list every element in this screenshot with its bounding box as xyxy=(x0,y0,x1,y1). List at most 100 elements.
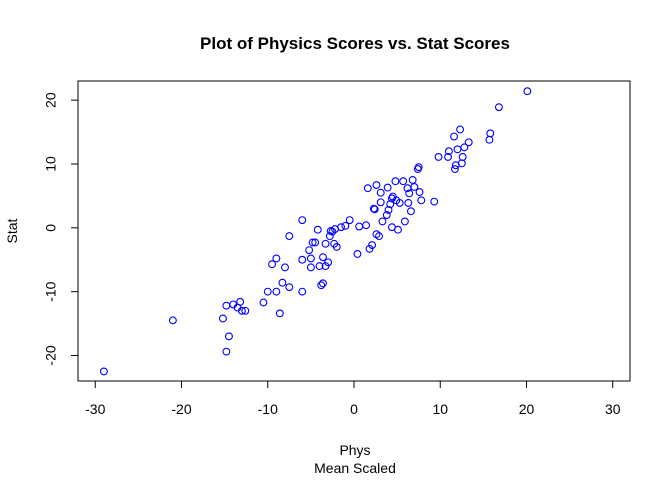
data-point xyxy=(376,198,385,207)
data-point xyxy=(236,297,245,306)
y-tick-label: 0 xyxy=(43,224,59,232)
data-point xyxy=(363,184,372,193)
data-point xyxy=(298,216,307,225)
data-point xyxy=(317,281,326,290)
x-axis: -30 -20 -10 0 10 20 30 xyxy=(85,380,621,417)
plot-frame xyxy=(77,80,631,382)
x-tick-label: 10 xyxy=(432,401,448,417)
data-point xyxy=(460,143,469,152)
data-point xyxy=(384,205,393,214)
data-point xyxy=(341,221,350,230)
data-point xyxy=(395,198,404,207)
data-point xyxy=(400,217,409,226)
data-point xyxy=(523,87,532,96)
data-point xyxy=(453,145,462,154)
data-point xyxy=(275,309,284,318)
data-point xyxy=(259,298,268,307)
data-point xyxy=(306,263,315,272)
data-point xyxy=(222,301,231,310)
data-point xyxy=(399,177,408,186)
data-point xyxy=(337,223,346,232)
data-point xyxy=(313,225,322,234)
data-point xyxy=(319,253,327,262)
data-point xyxy=(391,177,400,186)
data-point xyxy=(382,211,391,219)
data-point xyxy=(375,232,383,241)
data-point xyxy=(325,232,334,241)
data-point xyxy=(369,204,378,213)
x-tick-label: -10 xyxy=(258,401,278,417)
data-point xyxy=(321,239,330,248)
data-point xyxy=(298,287,307,296)
data-point xyxy=(457,159,466,168)
y-tick-label: -20 xyxy=(43,345,59,365)
data-point xyxy=(434,153,443,161)
x-tick-label: -30 xyxy=(85,401,105,417)
data-point xyxy=(315,262,324,271)
data-point xyxy=(237,306,246,315)
data-point xyxy=(99,367,108,376)
data-point xyxy=(285,283,294,292)
data-point xyxy=(353,250,362,258)
data-point xyxy=(414,163,423,172)
data-point xyxy=(450,132,458,141)
data-point xyxy=(444,147,453,156)
x-tick-label: -20 xyxy=(171,401,191,417)
data-point xyxy=(376,188,385,197)
data-point xyxy=(272,287,281,296)
data-point xyxy=(394,225,402,234)
data-point xyxy=(241,306,250,315)
data-point xyxy=(345,216,354,225)
data-point xyxy=(285,232,294,241)
data-point xyxy=(410,183,419,191)
x-tick-label: 20 xyxy=(519,401,535,417)
data-point xyxy=(218,314,227,323)
y-axis-label: Stat xyxy=(4,218,20,243)
data-point xyxy=(332,243,341,251)
x-tick-label: 30 xyxy=(605,401,621,417)
data-point xyxy=(281,263,289,272)
data-point xyxy=(494,103,503,112)
data-point xyxy=(417,196,426,205)
x-tick-label: 0 xyxy=(350,401,358,417)
chart-title: Plot of Physics Scores vs. Stat Scores xyxy=(200,34,510,53)
data-point xyxy=(268,260,277,269)
data-point xyxy=(306,254,315,263)
data-point xyxy=(263,287,272,296)
data-point xyxy=(319,279,327,288)
data-point xyxy=(355,222,364,231)
data-point xyxy=(298,255,307,264)
data-point xyxy=(406,207,415,216)
data-point xyxy=(485,135,494,144)
data-point xyxy=(168,316,177,325)
data-point xyxy=(458,153,467,161)
data-point xyxy=(383,183,392,192)
data-point xyxy=(430,197,439,206)
data-point xyxy=(404,198,413,207)
y-axis: -20 -10 0 10 20 xyxy=(43,92,79,366)
data-point xyxy=(486,129,495,138)
data-point xyxy=(362,221,371,230)
data-point xyxy=(311,238,320,247)
x-axis-label: Phys xyxy=(339,442,370,458)
data-point xyxy=(378,217,387,226)
data-point xyxy=(324,258,333,267)
data-point xyxy=(444,153,452,161)
data-point xyxy=(370,205,379,214)
data-point xyxy=(408,175,417,184)
data-point xyxy=(222,347,231,356)
data-point xyxy=(405,189,414,198)
data-point xyxy=(372,181,381,189)
data-point xyxy=(450,165,459,174)
y-tick-label: 10 xyxy=(43,156,59,172)
data-point xyxy=(415,188,424,197)
data-point xyxy=(328,227,337,236)
data-point xyxy=(456,125,465,134)
data-point xyxy=(308,238,317,247)
x-axis-sublabel: Mean Scaled xyxy=(314,460,396,476)
data-points xyxy=(99,87,532,376)
data-point xyxy=(278,278,287,287)
data-point xyxy=(272,254,281,263)
data-point xyxy=(368,241,377,249)
